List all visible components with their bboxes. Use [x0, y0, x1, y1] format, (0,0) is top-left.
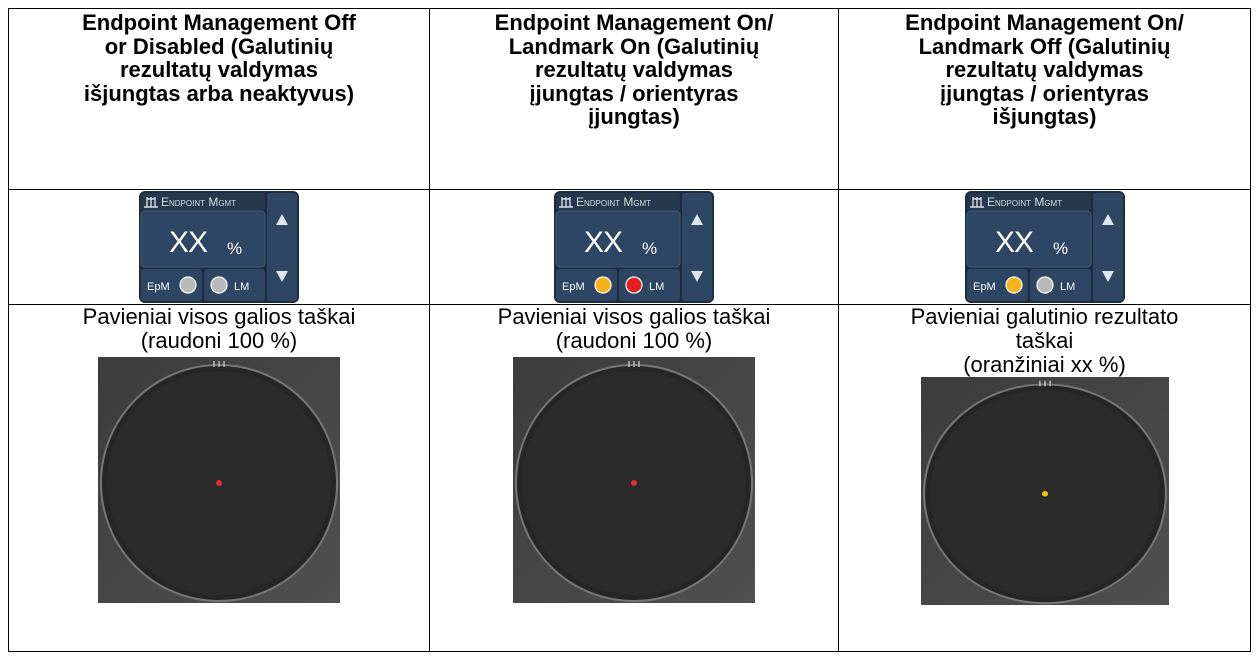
widget-value: XX — [169, 226, 208, 259]
description-line: Pavieniai visos galios taškai — [82, 304, 356, 329]
widget-cell: Endpoint Mgmt XX% EpM LM — [429, 189, 839, 305]
description-line: (raudoni 100 %) — [140, 328, 298, 353]
down-arrow — [691, 271, 703, 282]
widget-value: XX — [584, 226, 623, 259]
header-line: išjungtas arba neaktyvus) — [83, 80, 355, 106]
endpoint-widget: Endpoint Mgmt XX % EpM LM — [964, 191, 1125, 303]
mgmt-icon — [969, 197, 984, 208]
header-line: įjungtas) — [588, 104, 680, 129]
comparison-table: Endpoint Management Off or Disabled (Galu… — [8, 8, 1251, 652]
title-tab — [141, 193, 265, 211]
value-box — [140, 210, 266, 268]
header-row: Endpoint Management Off or Disabled (Galu… — [8, 8, 1251, 190]
description-line: taškai — [1015, 328, 1074, 353]
header-line: išjungtas) — [992, 104, 1097, 129]
description-line: Pavieniai galutinio rezultato — [910, 304, 1179, 329]
description-line: (oranžiniai xx %) — [963, 352, 1126, 377]
header-line: Landmark Off (Galutinių — [918, 33, 1171, 59]
lm-indicator — [1035, 276, 1054, 294]
header-line: įjungtas / orientyras — [529, 80, 739, 106]
description-line: (raudoni 100 %) — [555, 328, 713, 353]
title-tab — [556, 193, 680, 211]
header-cell: Endpoint Management On/Landmark Off (Gal… — [838, 8, 1251, 190]
title-tab — [966, 193, 1091, 211]
widget-cell: Endpoint Mgmt XX% EpM LM — [8, 189, 430, 305]
aim-dot — [1041, 491, 1048, 497]
widget-title: Endpoint Mgmt — [987, 195, 1062, 209]
up-arrow — [691, 214, 703, 225]
description-cell: Pavieniai galutinio rezultato taškai (oran… — [838, 304, 1251, 652]
scope-notch — [1038, 380, 1051, 387]
arrow-column — [1092, 193, 1123, 301]
description-cell: Pavieniai visos galios taškai (raudoni 10… — [8, 304, 430, 652]
epm-label: EpM — [147, 281, 170, 293]
widget-title: Endpoint Mgmt — [161, 195, 236, 209]
description-cell: Pavieniai visos galios taškai (raudoni 10… — [429, 304, 839, 652]
header-line: Endpoint Management On/ — [905, 10, 1184, 35]
arrow-column — [682, 193, 712, 301]
widget-title: Endpoint Mgmt — [576, 195, 651, 209]
scope-notch — [213, 361, 225, 367]
value-box — [555, 210, 681, 268]
widget-unit: % — [1053, 239, 1068, 258]
epm-label: EpM — [562, 281, 585, 293]
header-cell: Endpoint Management On/Landmark On (Galu… — [429, 8, 839, 190]
header-line: rezultatų valdymas — [945, 57, 1144, 82]
header-line: Landmark On (Galutinių — [508, 33, 760, 59]
aim-dot — [631, 480, 637, 486]
header-line: rezultatų valdymas — [119, 57, 319, 82]
arrow-column — [267, 193, 297, 301]
widget-unit: % — [642, 239, 657, 258]
scope-view — [98, 357, 340, 603]
epm-indicator — [1004, 276, 1023, 294]
lm-label: LM — [649, 281, 664, 293]
widget-unit: % — [227, 239, 242, 258]
epm-indicator — [179, 276, 197, 294]
scope-view — [920, 377, 1169, 605]
lm-label: LM — [1060, 281, 1075, 293]
description-line: Pavieniai visos galios taškai — [497, 304, 771, 329]
header-line: rezultatų valdymas — [534, 57, 734, 82]
scope-view — [513, 357, 755, 603]
aim-dot — [216, 480, 222, 486]
up-arrow — [276, 214, 288, 225]
header-line: Endpoint Management Off — [82, 10, 356, 35]
down-arrow — [1101, 271, 1114, 282]
widget-row: Endpoint Mgmt XX% EpM LM Endpoint Mgmt XX% EpM… — [8, 189, 1251, 305]
header-cell: Endpoint Management Off or Disabled (Galu… — [8, 8, 430, 190]
endpoint-widget: Endpoint Mgmt XX % EpM LM — [554, 191, 714, 303]
description-row: Pavieniai visos galios taškai (raudoni 10… — [8, 304, 1251, 652]
lm-indicator — [625, 276, 643, 294]
header-line: įjungtas / orientyras — [939, 80, 1150, 106]
widget-cell: Endpoint Mgmt XX% EpM LM — [838, 189, 1251, 305]
scope-notch — [628, 361, 640, 367]
epm-label: EpM — [973, 281, 996, 293]
header-line: or Disabled (Galutinių — [104, 33, 334, 59]
epm-indicator — [594, 276, 612, 294]
widget-value: XX — [995, 226, 1034, 259]
mgmt-icon — [144, 197, 158, 208]
header-line: Endpoint Management On/ — [494, 10, 774, 35]
lm-indicator — [210, 276, 228, 294]
endpoint-widget: Endpoint Mgmt XX % EpM LM — [139, 191, 299, 303]
value-box — [966, 210, 1091, 268]
up-arrow — [1101, 214, 1114, 225]
down-arrow — [276, 271, 288, 282]
lm-label: LM — [234, 281, 249, 293]
mgmt-icon — [559, 197, 573, 208]
